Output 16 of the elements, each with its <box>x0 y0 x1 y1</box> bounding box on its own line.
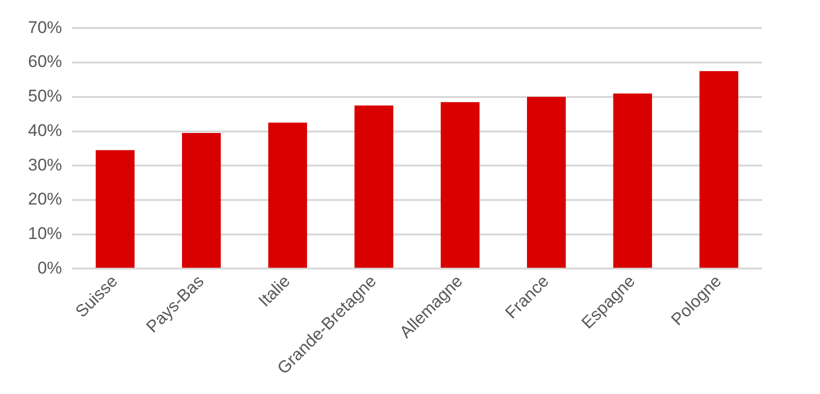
bar <box>354 106 394 268</box>
y-tick-label: 50% <box>28 86 62 106</box>
y-tick-label: 70% <box>28 18 62 37</box>
y-tick-label: 20% <box>28 190 62 209</box>
y-tick-label: 40% <box>28 120 62 140</box>
bar <box>699 71 738 268</box>
y-tick-label: 10% <box>28 224 62 244</box>
bar <box>613 93 652 268</box>
bar <box>268 122 308 268</box>
bar <box>182 132 221 268</box>
bar <box>526 96 566 268</box>
bar <box>440 102 480 268</box>
y-tick-label: 0% <box>37 258 62 278</box>
y-tick-label: 60% <box>28 52 62 72</box>
y-tick-label: 30% <box>28 155 62 174</box>
bar <box>96 150 135 268</box>
